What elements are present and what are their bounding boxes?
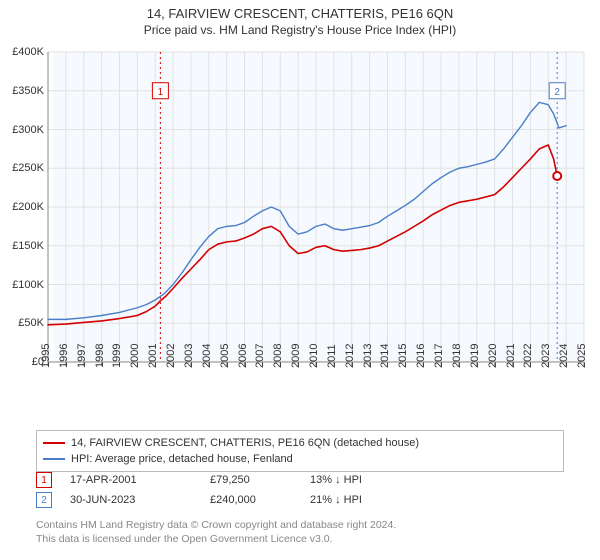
x-axis-tick: 2023 xyxy=(540,344,552,368)
x-axis-tick: 2016 xyxy=(415,344,427,368)
x-axis-tick: 2011 xyxy=(326,344,338,368)
x-axis-tick: 2018 xyxy=(451,344,463,368)
legend-row: HPI: Average price, detached house, Fenl… xyxy=(43,451,557,467)
page-title: 14, FAIRVIEW CRESCENT, CHATTERIS, PE16 6… xyxy=(0,0,600,21)
transaction-marker: 2 xyxy=(36,492,52,508)
x-axis-tick: 2024 xyxy=(558,344,570,368)
page-subtitle: Price paid vs. HM Land Registry's House … xyxy=(0,21,600,37)
x-axis-tick: 2001 xyxy=(147,344,159,368)
x-axis-tick: 2013 xyxy=(362,344,374,368)
x-axis-tick: 1996 xyxy=(58,344,70,368)
legend: 14, FAIRVIEW CRESCENT, CHATTERIS, PE16 6… xyxy=(36,430,564,472)
legend-swatch xyxy=(43,442,65,444)
x-axis-tick: 2012 xyxy=(344,344,356,368)
x-axis-tick: 2010 xyxy=(308,344,320,368)
x-axis-tick: 2021 xyxy=(505,344,517,368)
transaction-marker: 1 xyxy=(36,472,52,488)
x-axis-tick: 2020 xyxy=(487,344,499,368)
svg-text:1: 1 xyxy=(158,87,164,98)
footer-line-1: Contains HM Land Registry data © Crown c… xyxy=(36,518,396,532)
price-chart: 1 2 £0 £50K £100K £150K £200K £250K £300K £350K £… xyxy=(0,44,600,424)
legend-label: 14, FAIRVIEW CRESCENT, CHATTERIS, PE16 6… xyxy=(71,437,419,449)
y-axis-tick: £150K xyxy=(0,240,44,252)
x-axis-tick: 2004 xyxy=(201,344,213,368)
legend-label: HPI: Average price, detached house, Fenl… xyxy=(71,453,293,465)
x-axis-tick: 2005 xyxy=(219,344,231,368)
x-axis-tick: 1997 xyxy=(76,344,88,368)
transaction-delta: 21% ↓ HPI xyxy=(310,494,430,506)
y-axis-tick: £50K xyxy=(0,317,44,329)
transaction-row: 2 30-JUN-2023£240,00021% ↓ HPI xyxy=(36,490,430,510)
x-axis-tick: 2002 xyxy=(165,344,177,368)
x-axis-tick: 2019 xyxy=(469,344,481,368)
transaction-price: £240,000 xyxy=(210,494,310,506)
svg-text:2: 2 xyxy=(554,87,560,98)
x-axis-tick: 2022 xyxy=(522,344,534,368)
x-axis-tick: 1999 xyxy=(111,344,123,368)
x-axis-tick: 2009 xyxy=(290,344,302,368)
transaction-delta: 13% ↓ HPI xyxy=(310,474,430,486)
transaction-table: 1 17-APR-2001£79,25013% ↓ HPI 2 30-JUN-2023… xyxy=(36,470,430,510)
footer-line-2: This data is licensed under the Open Gov… xyxy=(36,532,396,546)
x-axis-tick: 2014 xyxy=(379,344,391,368)
x-axis-tick: 2006 xyxy=(237,344,249,368)
x-axis-tick: 1995 xyxy=(40,344,52,368)
y-axis-tick: £200K xyxy=(0,201,44,213)
y-axis-tick: £350K xyxy=(0,85,44,97)
x-axis-tick: 2008 xyxy=(272,344,284,368)
y-axis-tick: £250K xyxy=(0,162,44,174)
x-axis-tick: 2007 xyxy=(254,344,266,368)
x-axis-tick: 2000 xyxy=(129,344,141,368)
y-axis-tick: £100K xyxy=(0,279,44,291)
y-axis-tick: £300K xyxy=(0,124,44,136)
x-axis-tick: 2025 xyxy=(576,344,588,368)
y-axis-tick: £0 xyxy=(0,356,44,368)
transaction-date: 17-APR-2001 xyxy=(70,474,210,486)
footer-attribution: Contains HM Land Registry data © Crown c… xyxy=(36,518,396,546)
x-axis-tick: 2017 xyxy=(433,344,445,368)
legend-swatch xyxy=(43,458,65,460)
y-axis-tick: £400K xyxy=(0,46,44,58)
transaction-row: 1 17-APR-2001£79,25013% ↓ HPI xyxy=(36,470,430,490)
transaction-date: 30-JUN-2023 xyxy=(70,494,210,506)
transaction-price: £79,250 xyxy=(210,474,310,486)
x-axis-tick: 2003 xyxy=(183,344,195,368)
legend-row: 14, FAIRVIEW CRESCENT, CHATTERIS, PE16 6… xyxy=(43,435,557,451)
x-axis-tick: 1998 xyxy=(94,344,106,368)
x-axis-tick: 2015 xyxy=(397,344,409,368)
